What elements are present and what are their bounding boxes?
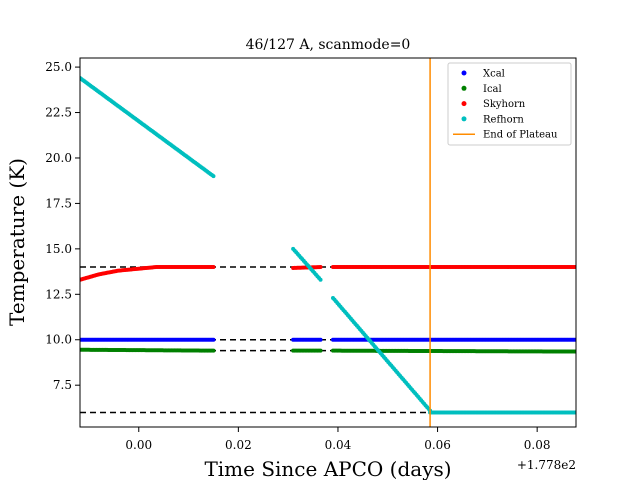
data-point	[211, 337, 216, 342]
data-point	[318, 348, 323, 353]
x-axis-label: Time Since APCO (days)	[204, 457, 451, 480]
y-axis-label: Temperature (K)	[5, 158, 29, 326]
legend-item: Skyhorn	[461, 99, 526, 110]
x-tick-label: 0.00	[125, 438, 152, 452]
series-ical	[80, 347, 576, 354]
x-tick-label: 0.08	[524, 438, 551, 452]
data-point	[318, 337, 323, 342]
series-refhorn	[80, 75, 576, 415]
chart-title: 46/127 A, scanmode=0	[246, 37, 411, 53]
y-tick-label: 10.0	[45, 333, 72, 347]
legend-label: Ical	[483, 84, 502, 95]
legend-marker	[461, 70, 467, 76]
x-axis: 0.00 0.02 0.04 0.06 0.08	[125, 427, 551, 452]
y-tick-label: 17.5	[45, 196, 72, 210]
y-tick-label: 15.0	[45, 242, 72, 256]
legend-marker	[461, 85, 467, 91]
y-tick-label: 25.0	[45, 60, 72, 74]
legend-label: Xcal	[483, 69, 505, 80]
x-tick-label: 0.06	[424, 438, 451, 452]
legend-box	[447, 62, 572, 146]
x-offset-label: +1.778e2	[517, 458, 576, 472]
y-tick-label: 12.5	[45, 287, 72, 301]
data-point	[318, 265, 323, 270]
legend-label: Refhorn	[483, 114, 524, 125]
legend-item: Refhorn	[461, 114, 524, 125]
legend-label: End of Plateau	[483, 130, 558, 141]
legend: Xcal Ical Skyhorn Refhorn End of Plateau	[447, 62, 572, 146]
series-xcal	[80, 337, 576, 342]
data-point	[211, 265, 216, 270]
plot-content	[80, 58, 576, 427]
legend-marker	[461, 116, 467, 122]
legend-marker	[461, 101, 467, 107]
data-point	[211, 174, 216, 179]
data-point	[211, 348, 216, 353]
y-tick-label: 22.5	[45, 106, 72, 120]
legend-item: Ical	[461, 84, 502, 95]
y-tick-label: 7.5	[53, 378, 72, 392]
series-skyhorn	[80, 265, 576, 282]
plot-frame	[79, 57, 577, 428]
legend-label: Skyhorn	[483, 99, 526, 110]
legend-item: End of Plateau	[453, 130, 558, 141]
y-axis: 7.5 10.0 12.5 15.0 17.5 20.0 22.5 25.0	[45, 60, 80, 392]
data-point	[318, 277, 323, 282]
x-tick-label: 0.04	[325, 438, 352, 452]
x-tick-label: 0.02	[225, 438, 252, 452]
legend-item: Xcal	[461, 69, 505, 80]
plot-area	[80, 58, 576, 427]
y-tick-label: 20.0	[45, 151, 72, 165]
